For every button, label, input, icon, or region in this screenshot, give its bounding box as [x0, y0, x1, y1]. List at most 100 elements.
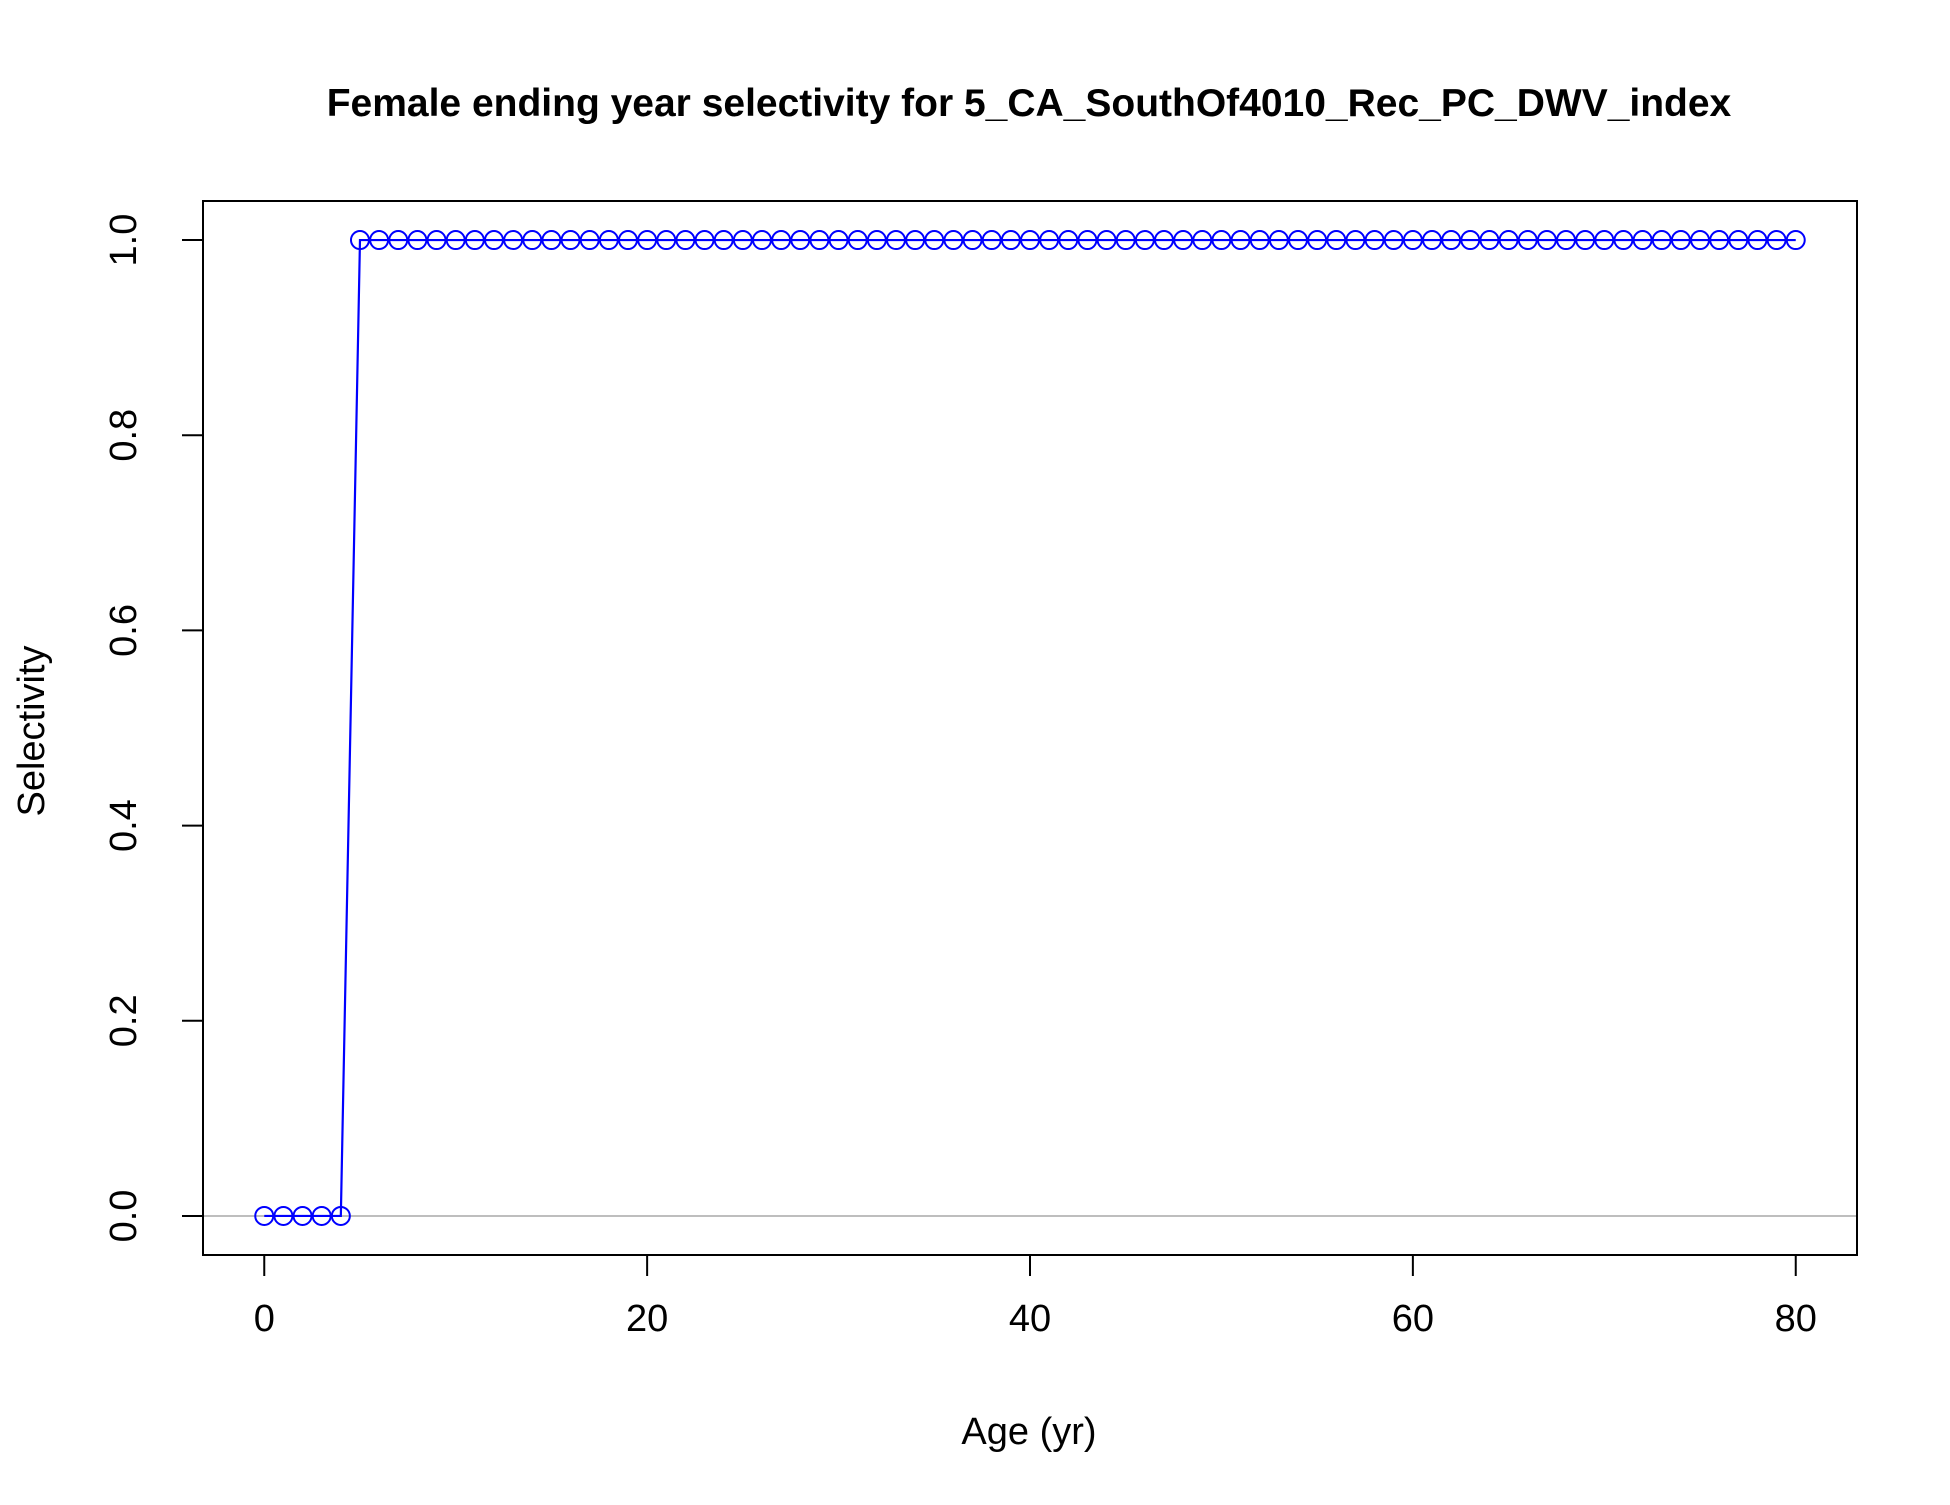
data-point — [1766, 230, 1787, 251]
y-axis-label: Selectivity — [11, 645, 53, 816]
data-point — [962, 230, 983, 251]
data-point — [1326, 230, 1347, 251]
data-point — [828, 230, 849, 251]
data-point — [1000, 230, 1021, 251]
data-point — [866, 230, 887, 251]
y-tick-label: 1.0 — [103, 214, 145, 267]
data-point — [349, 230, 370, 251]
data-point — [1460, 230, 1481, 251]
data-point — [1556, 230, 1577, 251]
data-point — [617, 230, 638, 251]
data-point — [809, 230, 830, 251]
data-point — [1632, 230, 1653, 251]
data-point — [656, 230, 677, 251]
data-point — [1383, 230, 1404, 251]
data-point — [1747, 230, 1768, 251]
data-point — [885, 230, 906, 251]
data-point — [254, 1205, 275, 1226]
data-point — [1575, 230, 1596, 251]
data-point — [311, 1205, 332, 1226]
data-point — [1154, 230, 1175, 251]
data-point — [790, 230, 811, 251]
data-point — [1613, 230, 1634, 251]
data-point — [1268, 230, 1289, 251]
data-point — [1709, 230, 1730, 251]
data-point — [1307, 230, 1328, 251]
data-point — [943, 230, 964, 251]
data-point — [713, 230, 734, 251]
data-point — [1364, 230, 1385, 251]
data-point — [445, 230, 466, 251]
y-tick-label: 0.6 — [103, 604, 145, 657]
x-tick-label: 0 — [254, 1298, 275, 1340]
data-point — [1785, 230, 1806, 251]
selectivity-series-line — [264, 238, 1796, 1218]
x-tick-label: 80 — [1775, 1298, 1817, 1340]
data-point — [426, 230, 447, 251]
data-point — [694, 230, 715, 251]
data-point — [503, 230, 524, 251]
data-point — [981, 230, 1002, 251]
y-tick-label: 0.2 — [103, 994, 145, 1047]
plot-frame — [202, 200, 1858, 1256]
data-point — [579, 230, 600, 251]
data-point — [483, 230, 504, 251]
data-point — [1690, 230, 1711, 251]
data-point — [905, 230, 926, 251]
data-point — [637, 230, 658, 251]
data-point — [1536, 230, 1557, 251]
data-point — [1134, 230, 1155, 251]
data-point — [1498, 230, 1519, 251]
data-point — [751, 230, 772, 251]
data-point — [1249, 230, 1270, 251]
y-tick-label: 0.8 — [103, 409, 145, 462]
data-point — [1058, 230, 1079, 251]
x-tick-label: 60 — [1392, 1298, 1434, 1340]
y-axis: 0.0 0.2 0.4 0.6 0.8 1.0 — [103, 214, 204, 1243]
data-point — [1479, 230, 1500, 251]
data-point — [675, 230, 696, 251]
x-tick-label: 40 — [1009, 1298, 1051, 1340]
data-point — [1230, 230, 1251, 251]
data-point — [1192, 230, 1213, 251]
data-point — [1422, 230, 1443, 251]
data-point — [1345, 230, 1366, 251]
data-point — [732, 230, 753, 251]
data-point — [1594, 230, 1615, 251]
data-point — [1288, 230, 1309, 251]
data-point — [1173, 230, 1194, 251]
data-point — [1728, 230, 1749, 251]
data-point — [407, 230, 428, 251]
data-point — [1670, 230, 1691, 251]
x-axis: 0 20 40 60 80 — [254, 1254, 1817, 1340]
data-point — [598, 230, 619, 251]
data-point — [1020, 230, 1040, 251]
y-tick-label: 0.4 — [103, 799, 145, 852]
data-point — [1517, 230, 1538, 251]
data-point — [1115, 230, 1136, 251]
data-point — [388, 230, 409, 251]
data-point — [560, 230, 581, 251]
chart-title: Female ending year selectivity for 5_CA_… — [327, 82, 1732, 125]
data-point — [1651, 230, 1672, 251]
data-point — [330, 1205, 351, 1226]
data-point — [1441, 230, 1462, 251]
data-point — [1402, 230, 1423, 251]
data-point — [541, 230, 562, 251]
y-tick-label: 0.0 — [103, 1190, 145, 1243]
data-point — [1039, 230, 1060, 251]
data-point — [771, 230, 792, 251]
data-point — [924, 230, 945, 251]
data-point — [273, 1205, 294, 1226]
x-axis-label: Age (yr) — [961, 1411, 1096, 1453]
x-tick-label: 20 — [626, 1298, 668, 1340]
data-point — [847, 230, 868, 251]
data-point — [369, 230, 390, 251]
data-point — [1077, 230, 1098, 251]
data-point — [1211, 230, 1232, 251]
data-series — [254, 230, 1806, 1226]
data-point — [522, 230, 543, 251]
data-point — [1096, 230, 1117, 251]
